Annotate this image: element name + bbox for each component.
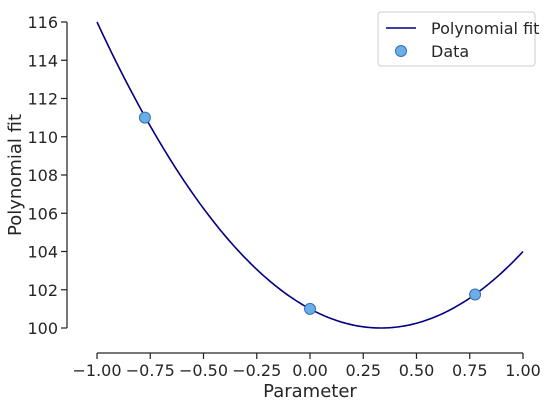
y-tick-label: 104 bbox=[27, 243, 58, 262]
x-tick-label: −0.25 bbox=[232, 361, 281, 380]
y-tick-label: 110 bbox=[27, 128, 58, 147]
x-axis-title: Parameter bbox=[263, 381, 357, 402]
y-axis: 100 102 104 106 108 110 112 114 116 bbox=[27, 13, 68, 338]
x-tick-label: −0.75 bbox=[126, 361, 175, 380]
data-point bbox=[469, 288, 482, 301]
y-tick-label: 114 bbox=[27, 51, 58, 70]
x-tick-label: 0.50 bbox=[399, 361, 435, 380]
x-axis: −1.00 −0.75 −0.50 −0.25 0.00 0.25 0.50 0.75 1.00 bbox=[72, 352, 541, 380]
y-axis-title: Polynomial fit bbox=[5, 114, 26, 236]
y-tick-label: 108 bbox=[27, 166, 58, 185]
y-tick-label: 102 bbox=[27, 281, 58, 300]
x-tick-label: −0.50 bbox=[179, 361, 228, 380]
x-tick-label: 0.75 bbox=[452, 361, 488, 380]
y-tick-label: 106 bbox=[27, 204, 58, 223]
data-point bbox=[304, 302, 316, 315]
legend-label-polynomial-fit: Polynomial fit bbox=[431, 19, 539, 38]
data-point bbox=[138, 111, 151, 124]
y-tick-label: 116 bbox=[27, 13, 58, 32]
legend-label-data: Data bbox=[431, 42, 469, 61]
legend-marker-swatch bbox=[395, 45, 407, 57]
x-tick-label: 1.00 bbox=[505, 361, 541, 380]
legend-frame bbox=[377, 11, 536, 67]
polynomial-fit-line bbox=[96, 21, 524, 329]
x-tick-label: 0.25 bbox=[345, 361, 381, 380]
plot-area bbox=[96, 21, 524, 329]
x-tick-label: 0.00 bbox=[292, 361, 328, 380]
y-tick-label: 112 bbox=[27, 90, 58, 109]
x-tick-label: −1.00 bbox=[72, 361, 121, 380]
legend: Polynomial fit Data bbox=[377, 11, 539, 67]
y-tick-label: 100 bbox=[27, 319, 58, 338]
